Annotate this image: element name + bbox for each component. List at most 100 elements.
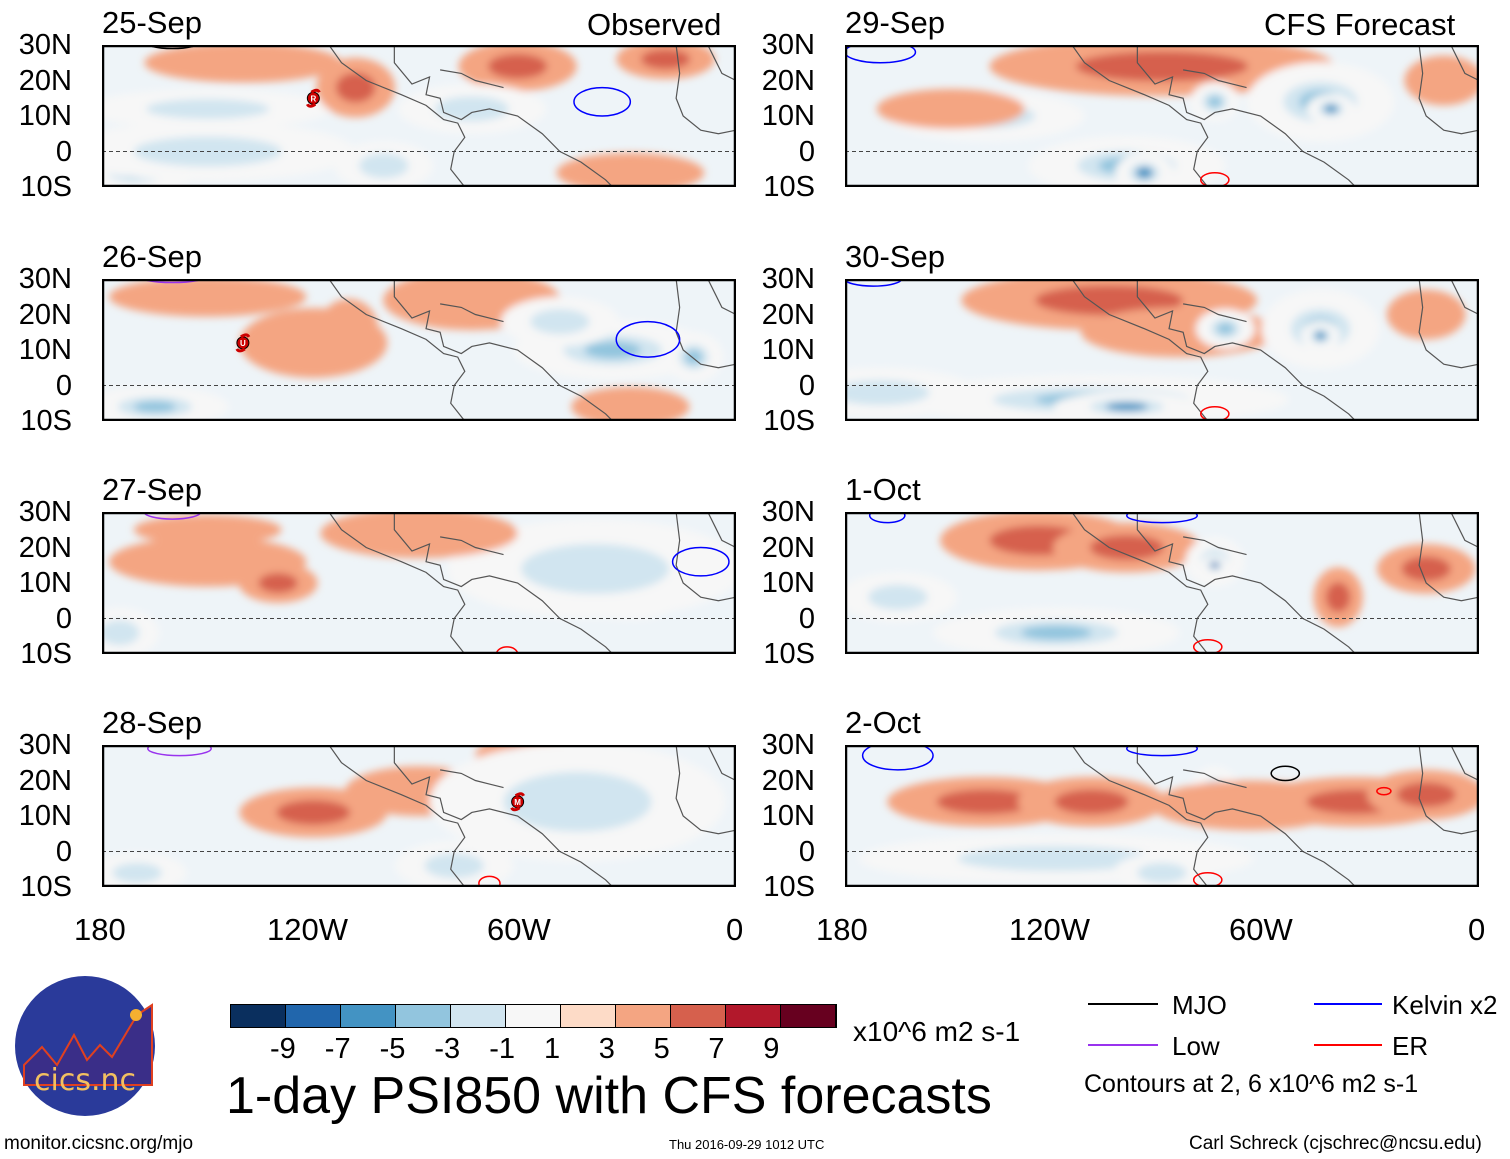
panel-frame	[102, 45, 736, 187]
panel-frame	[845, 512, 1479, 654]
coastline	[440, 769, 504, 789]
anomaly-blob	[640, 49, 691, 70]
lat-label: 20N	[18, 64, 72, 97]
coastline	[1418, 745, 1479, 835]
map-panel: U	[102, 279, 736, 421]
lat-label: 10S	[763, 405, 815, 437]
legend-line-kelvin	[1314, 1003, 1382, 1005]
anomaly-blob	[112, 862, 162, 883]
anomaly-blob	[434, 96, 509, 122]
map-panel	[845, 279, 1479, 421]
lat-label: 0	[55, 602, 72, 635]
anomaly-blob	[845, 380, 930, 406]
panel-frame	[102, 512, 736, 654]
anomaly-blob	[102, 620, 140, 646]
anomaly-blob	[685, 350, 703, 365]
coastline	[1183, 303, 1247, 323]
lat-label: 20N	[761, 764, 815, 797]
map-panel: R	[102, 45, 736, 187]
coastline	[1071, 512, 1209, 654]
panel-frame	[845, 745, 1479, 887]
anomaly-blob	[266, 577, 290, 589]
coastline	[1136, 745, 1357, 887]
storm-icon: M	[510, 792, 525, 812]
coastline	[1183, 536, 1247, 556]
coastline	[675, 45, 736, 135]
lat-label: 10S	[763, 171, 815, 203]
coastline	[393, 512, 614, 654]
kelvin-contour	[615, 320, 681, 358]
kelvin-contour	[573, 86, 632, 117]
anomaly-blob	[1409, 787, 1444, 802]
lat-label: 20N	[18, 764, 72, 797]
anomaly-blob	[276, 325, 351, 361]
anomaly-blob	[193, 52, 293, 73]
footer-url[interactable]: monitor.cicsnc.org/mjo	[4, 1133, 194, 1154]
colorbar	[230, 1004, 837, 1028]
colorbar-swatch	[451, 1005, 506, 1027]
anomaly-blob	[1210, 562, 1220, 569]
lat-label: 20N	[18, 298, 72, 331]
lat-label: 30N	[18, 496, 72, 528]
colorbar-swatch	[561, 1005, 616, 1027]
lat-label: 30N	[761, 263, 815, 295]
panel-date: 2-Oct	[845, 705, 921, 740]
anomaly-blob	[1216, 323, 1234, 335]
footer-author: Carl Schreck (cjschrec@ncsu.edu)	[1189, 1133, 1482, 1154]
anomaly-blob	[1070, 794, 1113, 809]
lon-label: 120W	[267, 912, 348, 947]
panel-date: 30-Sep	[845, 239, 945, 274]
lon-label: 0	[1468, 912, 1486, 947]
lat-label: 10N	[18, 567, 72, 599]
lat-label: 0	[55, 135, 72, 168]
coastline	[1418, 279, 1479, 369]
storm-label: R	[310, 94, 316, 103]
coastline	[1450, 45, 1479, 82]
lat-label: 10N	[18, 100, 72, 132]
colorbar-swatch	[671, 1005, 726, 1027]
storm-icon: U	[235, 333, 251, 353]
coastline	[675, 512, 736, 602]
coastline	[393, 45, 614, 187]
lat-label: 10N	[761, 100, 815, 132]
map-panel	[102, 512, 736, 654]
map-panel: M	[102, 745, 736, 887]
coastline	[707, 45, 736, 82]
colorbar-swatch	[781, 1005, 836, 1027]
legend-line-mjo	[1088, 1003, 1158, 1005]
colorbar-swatch	[231, 1005, 286, 1027]
colorbar-tick: 7	[708, 1033, 725, 1065]
lat-label: 10S	[763, 638, 815, 670]
lat-label: 30N	[18, 29, 72, 61]
anomaly-blob	[521, 543, 670, 594]
panel-date: 1-Oct	[845, 472, 921, 507]
anomaly-blob	[1406, 302, 1446, 327]
cics-logo: cics.nc	[15, 976, 155, 1116]
map-panel	[845, 512, 1479, 654]
anomaly-blob	[1137, 862, 1187, 883]
colorbar-tick: 1	[544, 1033, 561, 1065]
lat-label: 20N	[761, 531, 815, 564]
coastline	[1071, 745, 1209, 887]
anomaly-blob	[1424, 68, 1464, 93]
colorbar-swatch	[616, 1005, 671, 1027]
lat-label: 30N	[18, 729, 72, 761]
panel-date: 26-Sep	[102, 239, 202, 274]
lon-label: 180	[816, 912, 868, 947]
legend-label-kelvin: Kelvin x2	[1392, 990, 1498, 1020]
coastline	[1136, 45, 1357, 187]
legend-label-low: Low	[1172, 1031, 1220, 1061]
anomaly-blob	[600, 396, 660, 417]
coastline	[1450, 745, 1479, 782]
colorbar-tick: 3	[598, 1033, 615, 1065]
coastline	[393, 745, 614, 887]
lat-label: 0	[55, 369, 72, 402]
colorbar-swatch	[506, 1005, 561, 1027]
lat-label: 30N	[761, 29, 815, 61]
figure-title: 1-day PSI850 with CFS forecasts	[226, 1067, 992, 1125]
legend-line-er	[1314, 1044, 1382, 1046]
kelvin-contour	[845, 45, 917, 64]
legend-line-low	[1088, 1044, 1158, 1046]
lat-label: 10N	[18, 334, 72, 366]
anomaly-blob	[913, 98, 988, 119]
